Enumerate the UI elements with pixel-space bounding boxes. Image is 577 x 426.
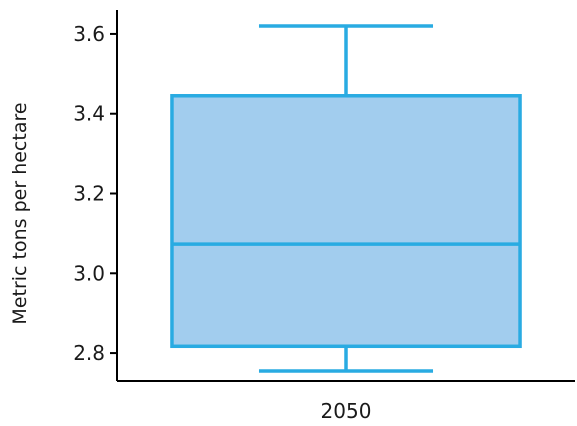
plot-area: [170, 24, 522, 373]
x-axis: 2050: [117, 380, 575, 423]
y-axis: 2.8 3.0 3.2 3.4 3.6: [73, 10, 118, 381]
box-2050: [170, 24, 522, 373]
iqr-box: [170, 94, 522, 349]
y-tick-label: 3.0: [73, 261, 105, 285]
y-tick-label: 3.4: [73, 102, 105, 126]
y-tick-label: 3.6: [73, 22, 105, 46]
y-axis-title: Metric tons per hectare: [9, 102, 31, 324]
y-tick-label: 3.2: [73, 182, 105, 206]
y-tick-label: 2.8: [73, 341, 105, 365]
x-tick-label: 2050: [321, 399, 372, 423]
